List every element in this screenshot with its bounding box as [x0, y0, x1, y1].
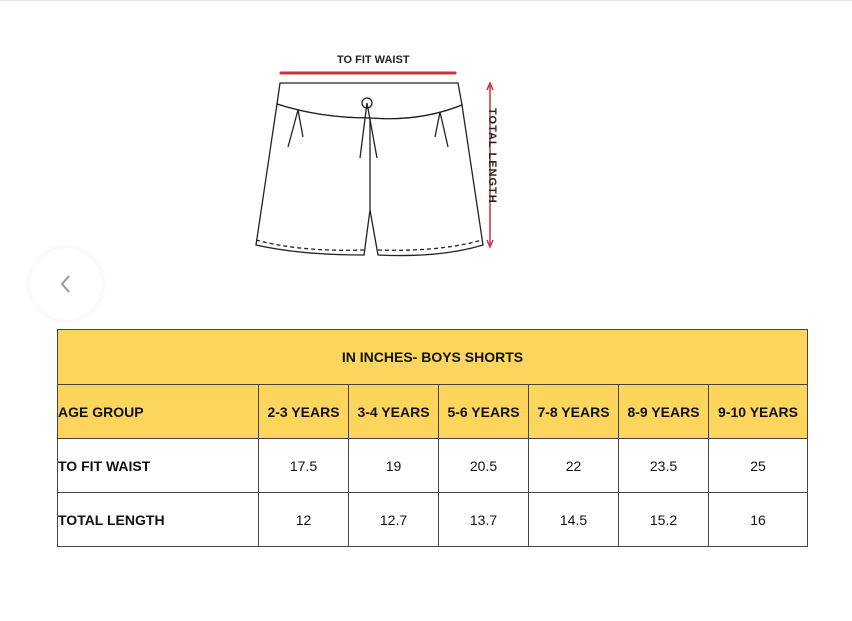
waist-label: TO FIT WAIST: [337, 54, 410, 66]
table-cell: 19: [348, 438, 439, 493]
column-header: AGE GROUP: [57, 384, 259, 439]
column-header: 8-9 YEARS: [618, 384, 709, 439]
shorts-diagram: [255, 71, 494, 257]
table-cell: 12: [258, 492, 349, 547]
column-header: 3-4 YEARS: [348, 384, 439, 439]
table-cell: 23.5: [618, 438, 709, 493]
table-cell: 16: [708, 492, 808, 547]
column-header: 9-10 YEARS: [708, 384, 808, 439]
table-title: IN INCHES- BOYS SHORTS: [57, 329, 808, 385]
row-label: TOTAL LENGTH: [57, 492, 259, 547]
size-chart-table: IN INCHES- BOYS SHORTS AGE GROUP 2-3 YEA…: [57, 329, 808, 547]
table-cell: 22: [528, 438, 619, 493]
table-cell: 17.5: [258, 438, 349, 493]
chevron-left-icon: [60, 275, 70, 293]
table-row: TO FIT WAIST 17.5 19 20.5 22 23.5 25: [57, 438, 808, 493]
previous-image-button[interactable]: [30, 248, 102, 320]
table-cell: 20.5: [438, 438, 529, 493]
table-header-row: AGE GROUP 2-3 YEARS 3-4 YEARS 5-6 YEARS …: [57, 384, 808, 439]
table-title-row: IN INCHES- BOYS SHORTS: [57, 329, 808, 385]
column-header: 7-8 YEARS: [528, 384, 619, 439]
row-label: TO FIT WAIST: [57, 438, 259, 493]
table-cell: 25: [708, 438, 808, 493]
table-cell: 14.5: [528, 492, 619, 547]
table-cell: 15.2: [618, 492, 709, 547]
column-header: 2-3 YEARS: [258, 384, 349, 439]
column-header: 5-6 YEARS: [438, 384, 529, 439]
top-divider: [0, 0, 852, 1]
table-cell: 13.7: [438, 492, 529, 547]
length-label: TOTAL LENGTH: [486, 108, 498, 204]
table-cell: 12.7: [348, 492, 439, 547]
table-row: TOTAL LENGTH 12 12.7 13.7 14.5 15.2 16: [57, 492, 808, 547]
